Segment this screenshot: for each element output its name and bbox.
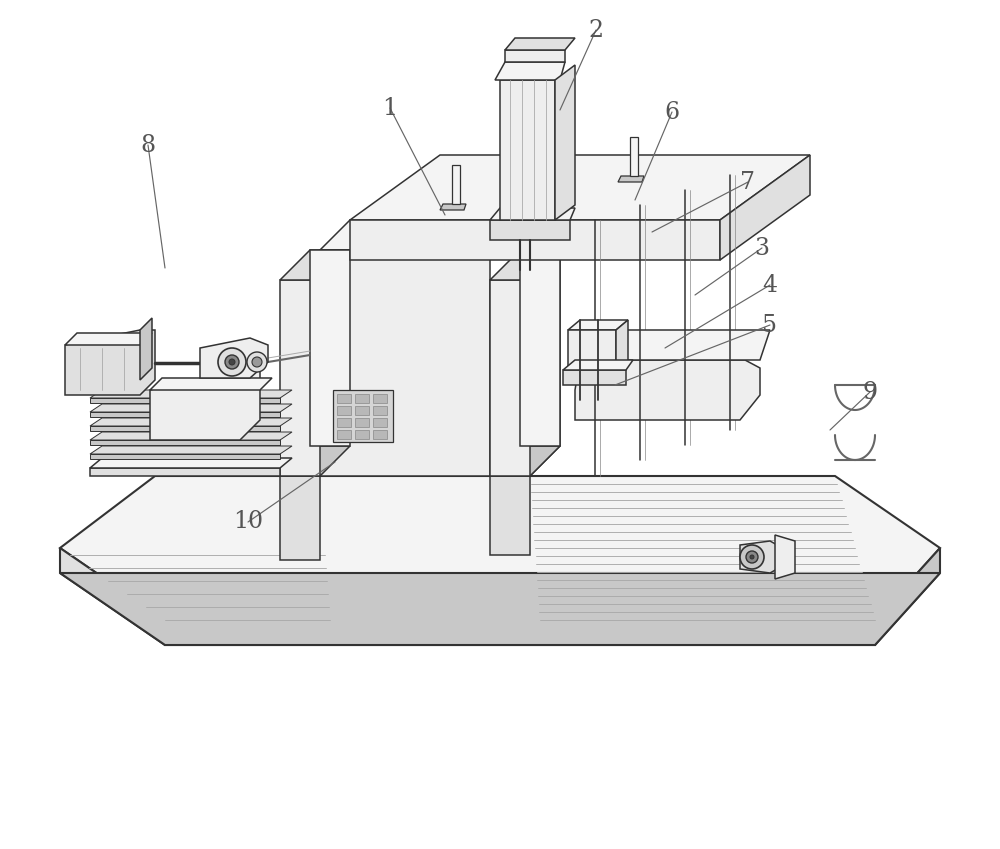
Circle shape bbox=[750, 555, 754, 559]
Polygon shape bbox=[740, 541, 788, 573]
Polygon shape bbox=[490, 476, 530, 555]
Circle shape bbox=[746, 551, 758, 563]
Polygon shape bbox=[280, 446, 350, 476]
Polygon shape bbox=[505, 38, 575, 50]
Polygon shape bbox=[90, 446, 292, 454]
Polygon shape bbox=[618, 176, 644, 182]
Polygon shape bbox=[90, 412, 280, 417]
Polygon shape bbox=[568, 330, 616, 370]
Polygon shape bbox=[200, 338, 268, 378]
Polygon shape bbox=[575, 330, 770, 360]
Polygon shape bbox=[333, 390, 393, 442]
Polygon shape bbox=[280, 250, 350, 280]
Polygon shape bbox=[616, 320, 628, 370]
Polygon shape bbox=[90, 426, 280, 431]
Polygon shape bbox=[490, 208, 575, 220]
Polygon shape bbox=[320, 250, 490, 476]
Polygon shape bbox=[280, 476, 320, 560]
Polygon shape bbox=[337, 418, 351, 427]
Text: 4: 4 bbox=[762, 273, 778, 296]
Text: 1: 1 bbox=[382, 97, 398, 120]
Polygon shape bbox=[520, 250, 560, 446]
Polygon shape bbox=[355, 394, 369, 403]
Polygon shape bbox=[320, 220, 560, 250]
Polygon shape bbox=[310, 250, 350, 446]
Polygon shape bbox=[563, 370, 626, 385]
Polygon shape bbox=[150, 370, 260, 440]
Polygon shape bbox=[495, 62, 565, 80]
Polygon shape bbox=[140, 318, 152, 380]
Polygon shape bbox=[350, 155, 810, 220]
Polygon shape bbox=[60, 476, 940, 620]
Polygon shape bbox=[490, 250, 560, 280]
Polygon shape bbox=[373, 430, 387, 439]
Text: 10: 10 bbox=[233, 510, 263, 533]
Circle shape bbox=[252, 357, 262, 367]
Polygon shape bbox=[490, 280, 530, 476]
Polygon shape bbox=[530, 220, 560, 476]
Text: 3: 3 bbox=[755, 237, 770, 260]
Polygon shape bbox=[90, 398, 280, 403]
Polygon shape bbox=[337, 406, 351, 415]
Text: 9: 9 bbox=[862, 380, 878, 403]
Polygon shape bbox=[568, 320, 628, 330]
Polygon shape bbox=[555, 65, 575, 220]
Polygon shape bbox=[60, 548, 165, 645]
Polygon shape bbox=[452, 165, 460, 204]
Circle shape bbox=[229, 359, 235, 365]
Polygon shape bbox=[165, 620, 875, 645]
Polygon shape bbox=[355, 418, 369, 427]
Polygon shape bbox=[563, 360, 633, 370]
Polygon shape bbox=[875, 548, 940, 645]
Polygon shape bbox=[490, 220, 570, 240]
Polygon shape bbox=[373, 406, 387, 415]
Text: 6: 6 bbox=[664, 100, 680, 123]
Polygon shape bbox=[90, 454, 280, 459]
Polygon shape bbox=[440, 204, 466, 210]
Polygon shape bbox=[775, 535, 795, 579]
Polygon shape bbox=[500, 80, 555, 220]
Polygon shape bbox=[280, 280, 320, 476]
Polygon shape bbox=[90, 404, 292, 412]
Polygon shape bbox=[65, 330, 155, 395]
Polygon shape bbox=[355, 430, 369, 439]
Polygon shape bbox=[350, 220, 720, 260]
Polygon shape bbox=[65, 333, 152, 345]
Circle shape bbox=[225, 355, 239, 369]
Text: 7: 7 bbox=[740, 171, 756, 194]
Polygon shape bbox=[90, 418, 292, 426]
Polygon shape bbox=[373, 394, 387, 403]
Polygon shape bbox=[720, 155, 810, 260]
Polygon shape bbox=[490, 446, 560, 476]
Polygon shape bbox=[150, 378, 272, 390]
Polygon shape bbox=[355, 406, 369, 415]
Polygon shape bbox=[90, 458, 292, 468]
Polygon shape bbox=[60, 573, 940, 645]
Text: 2: 2 bbox=[588, 19, 604, 42]
Polygon shape bbox=[575, 360, 760, 420]
Polygon shape bbox=[630, 137, 638, 176]
Text: 5: 5 bbox=[763, 313, 778, 336]
Circle shape bbox=[218, 348, 246, 376]
Polygon shape bbox=[337, 394, 351, 403]
Polygon shape bbox=[337, 430, 351, 439]
Polygon shape bbox=[373, 418, 387, 427]
Circle shape bbox=[740, 545, 764, 569]
Polygon shape bbox=[90, 468, 280, 476]
Circle shape bbox=[247, 352, 267, 372]
Polygon shape bbox=[90, 390, 292, 398]
Polygon shape bbox=[505, 50, 565, 62]
Polygon shape bbox=[90, 440, 280, 445]
Text: 8: 8 bbox=[140, 133, 156, 156]
Polygon shape bbox=[90, 432, 292, 440]
